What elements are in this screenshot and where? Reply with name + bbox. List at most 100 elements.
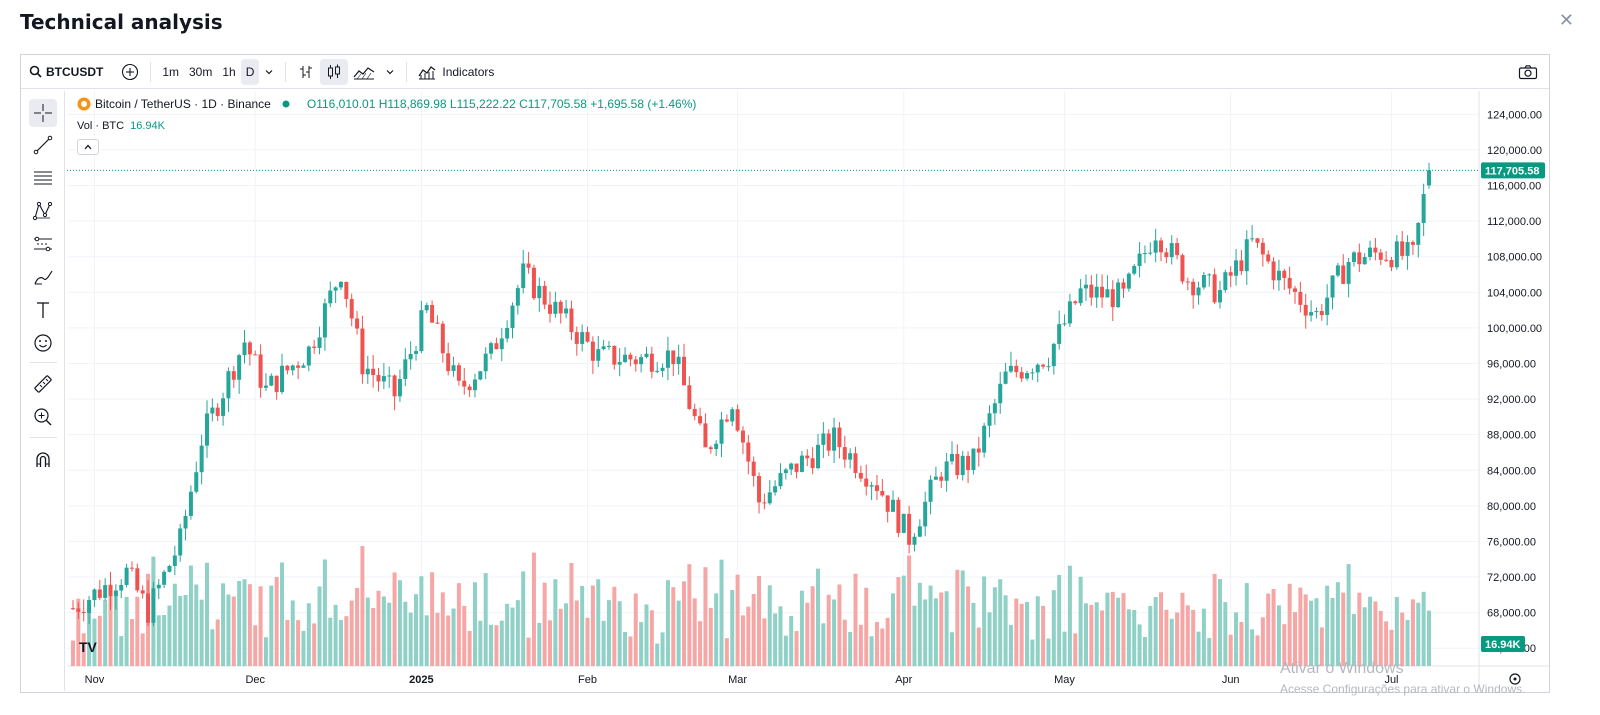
candle-body [1394,241,1399,268]
volume-bar [322,559,327,666]
volume-bar [891,593,896,666]
volume-bar [1260,617,1265,666]
volume-bar [837,584,842,666]
candle-body [660,367,665,371]
volume-bar [1314,598,1319,666]
bar-chart-type-button[interactable] [292,59,320,85]
candle-body [263,385,268,388]
pattern-tool[interactable] [29,197,57,225]
volume-bar [381,596,386,666]
candle-body [1416,222,1421,245]
candle-body [472,379,477,391]
collapse-legend-button[interactable] [77,139,99,155]
volume-bar [639,622,644,666]
price-axis-tick-label: 88,000.00 [1487,430,1536,442]
fib-retracement-tool[interactable] [29,164,57,192]
compare-symbol-button[interactable] [116,59,144,85]
bars-icon [300,65,313,78]
volume-bar [1014,598,1019,666]
candle-body [1014,365,1019,373]
trend-line-tool[interactable] [29,131,57,159]
interval-30m-button[interactable]: 30m [189,64,213,79]
area-chart-type-button[interactable] [348,59,380,85]
volume-bar [590,585,595,666]
price-axis-tick-label: 104,000.00 [1487,287,1542,299]
price-chart[interactable]: 124,000.00 120,000.00 116,000.00 112,000.00… [67,91,1549,691]
candles-chart-type-button[interactable] [320,58,349,85]
candle-body [210,407,215,414]
screenshot-button[interactable] [1513,59,1543,85]
candle-body [1368,247,1373,258]
ruler-tool[interactable] [29,370,57,398]
candle-body [1126,273,1131,289]
interval-1m-button[interactable]: 1m [162,64,179,79]
close-value: 117,705.58 [527,97,587,111]
volume-bar [263,637,268,666]
candle-body [633,359,638,365]
candle-body [360,328,365,375]
toolbar-separator [285,61,287,82]
candle-body [81,611,86,614]
volume-bar [467,630,472,666]
volume-bar [119,636,124,666]
candle-body [966,455,971,470]
candle-body [783,469,788,474]
candle-body [553,301,558,314]
interval-d-button[interactable]: D [240,58,260,85]
candle-body [183,515,188,529]
candle-body [778,473,783,487]
volume-bar [601,620,606,666]
volume-bar [1110,591,1115,666]
candle-body [231,371,236,380]
volume-bar [1207,637,1212,666]
magnet-tool[interactable] [29,446,57,474]
volume-badge [1481,636,1525,652]
close-icon[interactable]: ✕ [1558,10,1574,30]
candle-body [204,413,209,446]
candle-body [714,443,719,450]
indicators-button[interactable]: Indicators [413,59,499,85]
candle-body [258,354,263,388]
candle-body [1239,260,1244,272]
volume-bar [1116,597,1121,666]
emoji-tool[interactable] [29,329,57,357]
symbol-search-button[interactable]: BTCUSDT [21,59,108,85]
interval-dropdown-button[interactable] [259,59,279,85]
volume-bar [735,574,740,666]
candle-body [580,332,585,344]
text-tool[interactable] [29,296,57,324]
indicators-icon [418,65,436,79]
candle-body [1400,241,1405,256]
candle-body [1217,290,1222,303]
candle-body [188,491,193,516]
candle-body [1421,194,1426,223]
interval-1h-button[interactable]: 1h [222,64,236,79]
volume-bar [1057,574,1062,666]
candle-body [333,287,338,291]
candle-body [242,342,247,356]
volume-bar [1153,597,1158,666]
zoom-in-tool[interactable] [29,403,57,431]
volume-bar [740,615,745,666]
candle-body [874,485,879,492]
candle-body [1110,289,1115,308]
candle-body [521,263,526,289]
time-axis-tick-label: Feb [578,674,597,686]
volume-bar [976,627,981,666]
volume-bar [1346,564,1351,666]
volume-bar [280,562,285,666]
candle-body [199,445,204,473]
chart-type-dropdown-button[interactable] [380,59,400,85]
candle-body [269,375,274,386]
time-axis-tick-label: Mar [728,674,747,686]
candle-body [424,305,429,311]
candle-body [762,502,767,504]
candle-body [1137,253,1142,266]
chart-pane[interactable]: 124,000.00 120,000.00 116,000.00 112,000.00… [67,91,1549,691]
volume-bar [1234,612,1239,666]
projection-tool[interactable] [29,230,57,258]
crosshair-tool[interactable] [29,99,57,127]
volume-bar [167,605,172,666]
volume-bar [998,579,1003,666]
brush-tool[interactable] [29,263,57,291]
